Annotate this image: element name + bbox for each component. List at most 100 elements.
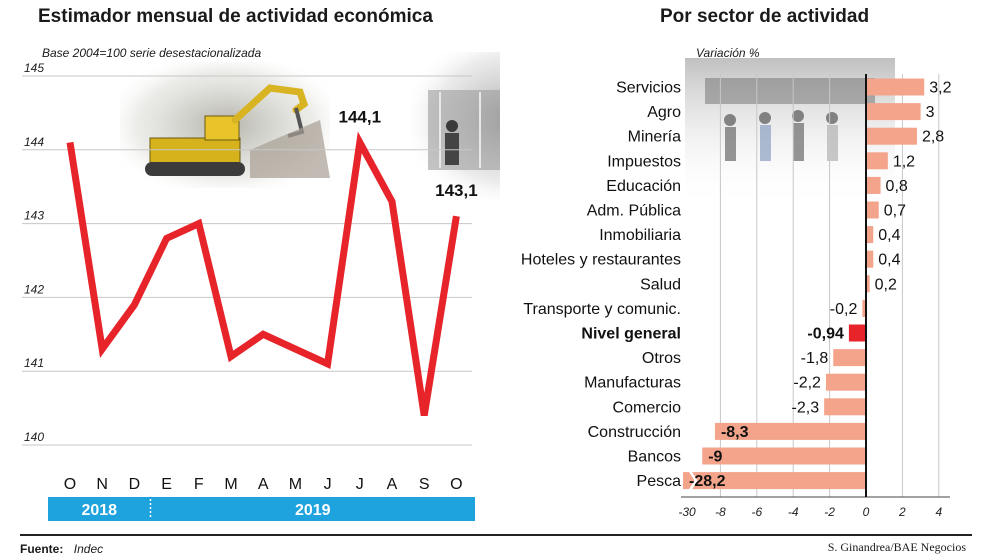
bar-category-label: Servicios bbox=[616, 80, 681, 97]
bar-chart-x-tick: 0 bbox=[863, 505, 870, 519]
bar-value-label: 0,2 bbox=[875, 276, 897, 293]
line-chart-y-tick: 143 bbox=[24, 209, 44, 223]
bar-chart-x-axis: -30 -8 -6 -4 -2 0 2 4 bbox=[678, 74, 950, 519]
bar-category-label: Transporte y comunic. bbox=[523, 301, 681, 318]
bar-category-label: Impuestos bbox=[607, 153, 681, 170]
year-band-label: 2018 bbox=[81, 502, 117, 519]
line-chart-x-tick: J bbox=[356, 476, 364, 493]
line-chart-x-tick: M bbox=[224, 476, 237, 493]
bar-chart-x-tick: 4 bbox=[935, 505, 942, 519]
bar-category-label: Nivel general bbox=[581, 326, 681, 343]
year-band bbox=[48, 497, 151, 521]
line-chart-title: Estimador mensual de actividad económica bbox=[38, 6, 433, 27]
bar-value-label: -0,94 bbox=[807, 326, 844, 343]
line-chart-x-tick: S bbox=[419, 476, 430, 493]
bar-value-label: 0,4 bbox=[878, 227, 900, 244]
axis-break-mark bbox=[688, 470, 698, 491]
excavator-photo bbox=[120, 62, 330, 188]
bar-value-label: 0,7 bbox=[884, 203, 906, 220]
bar-chart-title: Por sector de actividad bbox=[660, 6, 870, 27]
bar bbox=[702, 447, 866, 465]
bar bbox=[866, 103, 921, 121]
bar-chart-x-tick: -30 bbox=[678, 505, 696, 519]
bar-value-label: -8,3 bbox=[721, 424, 749, 441]
bar-value-label: -2,2 bbox=[793, 375, 821, 392]
line-chart-y-tick: 144 bbox=[24, 135, 44, 149]
line-chart-data-label: 143,1 bbox=[435, 181, 478, 200]
bar-category-label: Educación bbox=[606, 178, 681, 195]
footer-credit: S. Ginandrea/BAE Negocios bbox=[827, 540, 966, 554]
bar bbox=[862, 299, 866, 317]
line-chart-x-tick: D bbox=[129, 476, 141, 493]
bar bbox=[866, 176, 881, 194]
bank-queue-photo bbox=[685, 58, 895, 208]
line-chart-x-tick: A bbox=[387, 476, 398, 493]
year-band-label: 2019 bbox=[295, 502, 331, 519]
bar bbox=[866, 127, 917, 145]
line-chart-series-line bbox=[66, 131, 460, 417]
line-chart-data-label: 144,1 bbox=[339, 107, 382, 126]
bar bbox=[825, 373, 866, 391]
bar-value-label: -28,2 bbox=[689, 473, 726, 490]
line-chart-subtitle: Base 2004=100 serie desestacionalizada bbox=[42, 46, 262, 60]
bar-category-label: Otros bbox=[642, 350, 681, 367]
line-chart-x-tick: M bbox=[289, 476, 302, 493]
line-chart-x-tick: A bbox=[258, 476, 269, 493]
bar bbox=[866, 152, 888, 170]
line-chart-x-tick: F bbox=[194, 476, 204, 493]
line-chart-x-tick: N bbox=[96, 476, 108, 493]
bar-category-label: Agro bbox=[647, 104, 681, 121]
bar bbox=[866, 275, 870, 293]
bar bbox=[833, 349, 866, 367]
bar-category-label: Minería bbox=[628, 129, 681, 146]
bar bbox=[683, 472, 866, 490]
line-chart-x-tick: J bbox=[324, 476, 332, 493]
bar-value-label: -9 bbox=[708, 449, 722, 466]
bar-value-label: 3,2 bbox=[929, 80, 951, 97]
line-chart-y-tick: 142 bbox=[24, 282, 44, 296]
bar bbox=[866, 78, 925, 96]
bar-category-label: Comercio bbox=[613, 399, 682, 416]
source-value: Indec bbox=[73, 542, 104, 556]
bar bbox=[866, 226, 874, 244]
bar-chart-subtitle: Variación % bbox=[696, 46, 760, 60]
line-chart-x-tick: O bbox=[450, 476, 462, 493]
bar bbox=[714, 422, 866, 440]
bar-category-label: Pesca bbox=[637, 473, 682, 490]
bar-chart-bars: Servicios 3,2 Agro 3 Minería 2,8 Impuestos 1,2 E… bbox=[521, 78, 952, 491]
bar-value-label: 0,8 bbox=[886, 178, 908, 195]
bar bbox=[866, 250, 874, 268]
bar-category-label: Salud bbox=[640, 276, 681, 293]
line-chart: 140 141 142 143 144 145 144,1 143,1 O N D E F M A M J J… bbox=[22, 52, 500, 521]
bar-category-label: Adm. Pública bbox=[587, 203, 681, 220]
line-chart-annotations: 144,1 143,1 bbox=[339, 107, 478, 200]
bar-category-label: Manufacturas bbox=[584, 375, 681, 392]
bar-value-label: -2,3 bbox=[792, 399, 820, 416]
bar-category-label: Inmobiliaria bbox=[599, 227, 681, 244]
year-bands: 2018 2019 bbox=[48, 497, 475, 521]
bar-value-label: 3 bbox=[926, 104, 935, 121]
year-band bbox=[150, 497, 475, 521]
source-label: Fuente: bbox=[20, 542, 64, 556]
bar-value-label: 2,8 bbox=[922, 129, 944, 146]
bar bbox=[866, 201, 879, 219]
footer-rule bbox=[20, 534, 972, 536]
footer-source: Fuente: Indec bbox=[20, 540, 103, 558]
bar-category-label: Bancos bbox=[628, 449, 681, 466]
line-chart-x-tick: E bbox=[161, 476, 172, 493]
line-chart-y-axis: 140 141 142 143 144 145 bbox=[24, 61, 44, 444]
line-chart-grid bbox=[22, 75, 472, 446]
bar-chart: Servicios 3,2 Agro 3 Minería 2,8 Impuestos 1,2 E… bbox=[521, 58, 952, 519]
bar bbox=[848, 324, 866, 342]
bar-value-label: -1,8 bbox=[801, 350, 829, 367]
line-chart-y-tick: 141 bbox=[24, 356, 44, 370]
bar-chart-x-tick: -4 bbox=[788, 505, 799, 519]
line-chart-y-tick: 145 bbox=[24, 61, 44, 75]
bar bbox=[824, 398, 866, 416]
bar-chart-x-tick: -8 bbox=[715, 505, 726, 519]
line-chart-series bbox=[66, 131, 460, 417]
bar-chart-x-tick: 2 bbox=[898, 505, 906, 519]
line-chart-y-tick: 140 bbox=[24, 430, 44, 444]
